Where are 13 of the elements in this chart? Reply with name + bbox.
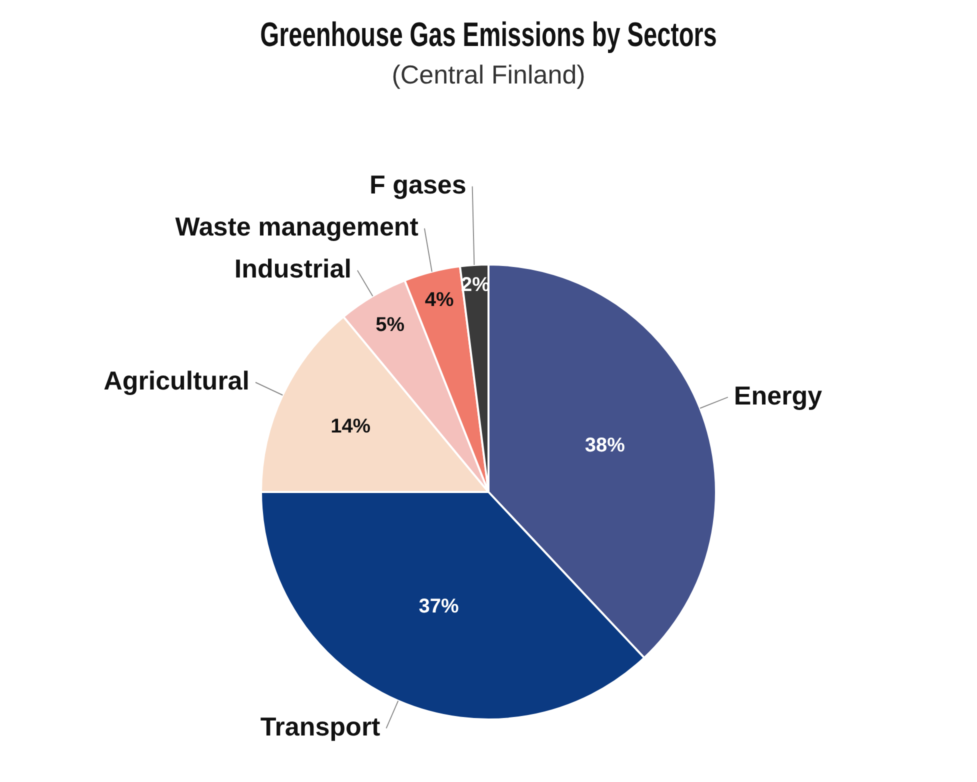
slice-label: Waste management <box>175 212 419 242</box>
data-label: 37% <box>418 595 460 618</box>
slice-label: Energy <box>734 380 823 410</box>
slice-label: Agricultural <box>104 366 250 396</box>
slice-label: Industrial <box>234 254 352 284</box>
data-label: 14% <box>330 416 371 438</box>
chart-subtitle: (Central Finland) <box>392 60 586 90</box>
data-label: 5% <box>376 314 405 336</box>
slice-label: Transport <box>260 711 381 742</box>
chart-title: Greenhouse Gas Emissions by Sectors <box>260 16 717 54</box>
data-label: 4% <box>424 288 454 311</box>
slice-label: F gases <box>370 170 466 200</box>
data-label: 38% <box>584 434 626 456</box>
